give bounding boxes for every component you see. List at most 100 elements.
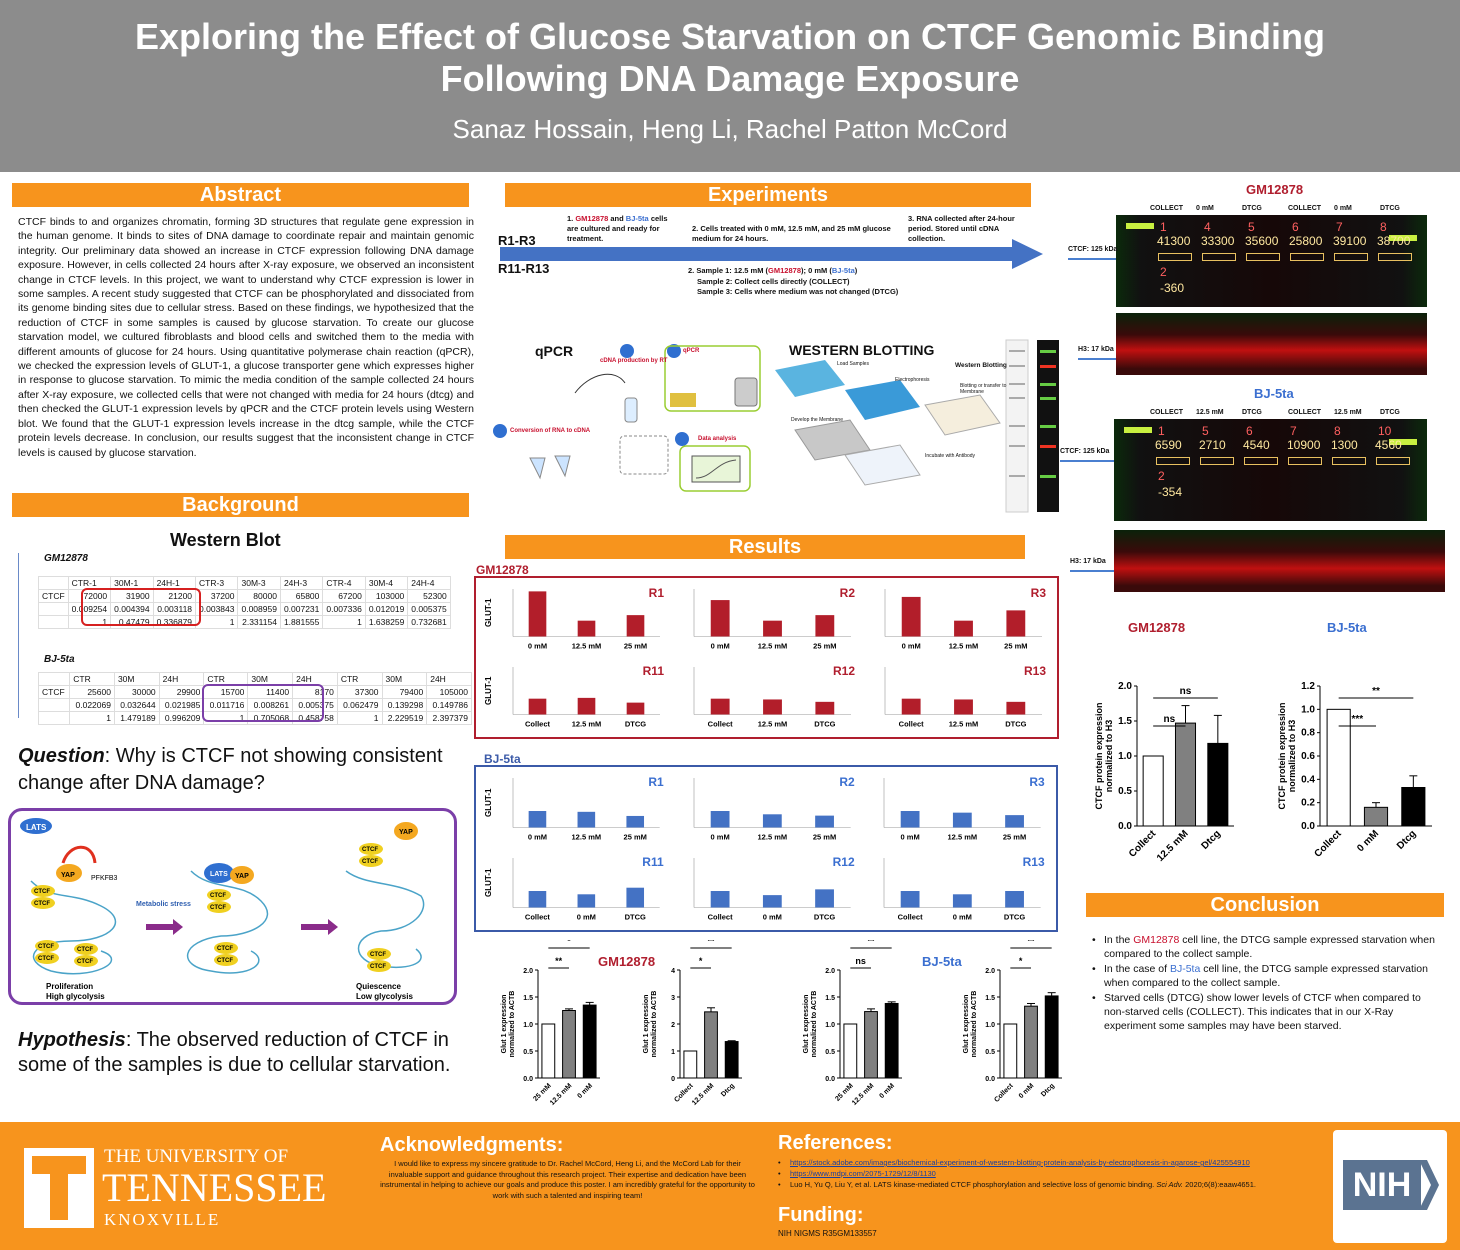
lats-diagram: LATS YAP PFKFB3 CTCF CTCF CTCF CTCF CTCF… [8, 808, 457, 1005]
table-header-cell [38, 576, 69, 590]
sig-label: * [699, 956, 703, 966]
bar [1326, 708, 1351, 827]
tick-label: Collect [708, 719, 734, 728]
bar [1363, 806, 1389, 827]
qpcr-svg [493, 344, 761, 492]
panel-name: R12 [833, 664, 855, 678]
arrow-2 [301, 919, 338, 935]
wb-figure-title: WESTERN BLOTTING [789, 342, 935, 358]
authors: Sanaz Hossain, Heng Li, Rachel Patton Mc… [452, 114, 1008, 144]
bar [762, 894, 782, 907]
band-box [1378, 253, 1412, 261]
step-2: 2. Cells treated with 0 mM, 12.5 mM, and… [692, 224, 891, 243]
bj-h3-marker: H3: 17 kDa [1070, 558, 1106, 565]
x-tick-label: 0 mM [1018, 1082, 1036, 1100]
y-axis-label: Glut 1 expressionnormalized to ACTB [963, 991, 978, 1058]
bar [843, 1023, 858, 1079]
timeline [500, 236, 1045, 272]
background-lane-number: 2 [1158, 469, 1165, 483]
ref-link-2[interactable]: • https://www.mdpi.com/2075-1729/12/8/113… [778, 1169, 936, 1178]
y-tick-label: 0.0 [1118, 821, 1132, 832]
band-box [1376, 457, 1410, 465]
y-tick-label: 0 [671, 1076, 675, 1083]
table-cell: 0.007336 [322, 602, 366, 616]
table-cell: 80000 [237, 589, 281, 603]
svg-text:CTCF: CTCF [34, 901, 50, 907]
qpcr-figure: qPCR Conversion of RNA to cDNA cDNA prod… [490, 338, 770, 498]
bar [528, 811, 547, 828]
y-tick-label: 1.0 [1118, 751, 1132, 762]
qpcr-panel-r11: Collect 0 mM DTCG R11 GLUT-1 [484, 855, 664, 922]
r11-label: R11-R13 [498, 261, 550, 276]
table-cell: 103000 [364, 589, 409, 603]
blot-lane-header: COLLECT [1150, 409, 1184, 416]
qpcr-title: qPCR [535, 343, 574, 359]
bar [577, 697, 596, 714]
y-tick-label: 0.5 [523, 1049, 533, 1056]
left-caption: Proliferation [46, 982, 93, 991]
bar [1006, 701, 1026, 714]
blot-lane-header: 12.5 mM [1334, 409, 1362, 416]
tick-label: DTCG [814, 719, 835, 728]
table-cell: 0.062479 [336, 698, 383, 712]
y-tick-label: 0.4 [1301, 774, 1315, 785]
left-caption2: High glycolysis [46, 992, 105, 1001]
y-tick-label: 0.0 [985, 1076, 995, 1083]
tick-label: 25 mM [624, 642, 647, 651]
bar [1024, 1005, 1038, 1079]
qpcr-panel-r1: 0 mM 12.5 mM 25 mM R1 GLUT-1 [484, 586, 664, 651]
ladder-band [1126, 223, 1154, 229]
y-axis-label: Glut 1 expressionnormalized to ACTB [501, 991, 516, 1058]
table-cell: 2.331154 [237, 615, 281, 629]
bj-glut-chart-2: 0.0 0.5 1.0 1.5 2.0 Collect 0 mM Dtcg Glut 1 exp… [963, 940, 1062, 1104]
panel-name: R13 [1023, 855, 1045, 869]
svg-text:CTCF: CTCF [370, 964, 386, 970]
yap-label: YAP [61, 872, 75, 879]
question: Question: Why is CTCF not showing consis… [18, 743, 473, 797]
nih-chevron-icon [1419, 1160, 1439, 1210]
band-box [1202, 253, 1236, 261]
blot-lane-number: 1 [1158, 424, 1165, 438]
tick-label: Collect [899, 719, 925, 728]
funding-title: Funding: [778, 1204, 864, 1226]
table-cell: 2.397379 [426, 711, 472, 725]
western-figure: WESTERN BLOTTING Load Samples Electropho… [775, 335, 1065, 513]
y-tick-label: 2.0 [825, 968, 835, 975]
svg-text:CTCF: CTCF [362, 847, 378, 853]
bar [577, 811, 596, 828]
bar [541, 1023, 556, 1079]
table-cell: 67200 [322, 589, 366, 603]
band-box [1156, 457, 1190, 465]
bar [814, 815, 834, 828]
bar [901, 811, 920, 828]
sig-label: ns [1180, 686, 1192, 697]
table-cell: 1 [69, 711, 115, 725]
y-tick-label: 2.0 [1118, 681, 1132, 692]
wb-step-4: Develop the Membrane [791, 417, 843, 423]
tick-label: 0 mM [902, 642, 921, 651]
bar [1005, 890, 1025, 907]
ref-link-1[interactable]: • https://stock.adobe.com/images/biochemi… [778, 1158, 1250, 1167]
x-tick-label: Dtcg [1040, 1082, 1056, 1098]
poster-title-line1: Exploring the Effect of Glucose Starvati… [134, 16, 1326, 57]
band-box [1290, 253, 1324, 261]
band-box [1158, 253, 1192, 261]
bar [724, 1041, 739, 1079]
gm-table-label: GM12878 [44, 553, 88, 564]
x-tick-label: Dtcg [720, 1082, 736, 1098]
table-cell: 79400 [381, 685, 428, 699]
blot-band-value: 39100 [1333, 234, 1367, 248]
table-cell: 0.032644 [113, 698, 160, 712]
bar [626, 615, 645, 637]
conclusion-item: • Starved cells (DTCG) show lower levels … [1092, 991, 1421, 1033]
panel-name: R11 [642, 855, 664, 869]
sig-label: ns [1163, 714, 1175, 725]
gm-western-table: CTR-1 30M-1 24H-1 CTR-3 30M-3 24H-3 CTR-4 30M-4… [38, 576, 451, 629]
sig-label: ** [867, 940, 875, 946]
table-cell: 25600 [69, 685, 115, 699]
ut-logo-icon [24, 1148, 94, 1228]
table-cell: 0.149786 [426, 698, 472, 712]
panel-name: R13 [1024, 664, 1046, 678]
samples: 2. Sample 1: 12.5 mM (GM12878); 0 mM (BJ… [688, 266, 899, 296]
